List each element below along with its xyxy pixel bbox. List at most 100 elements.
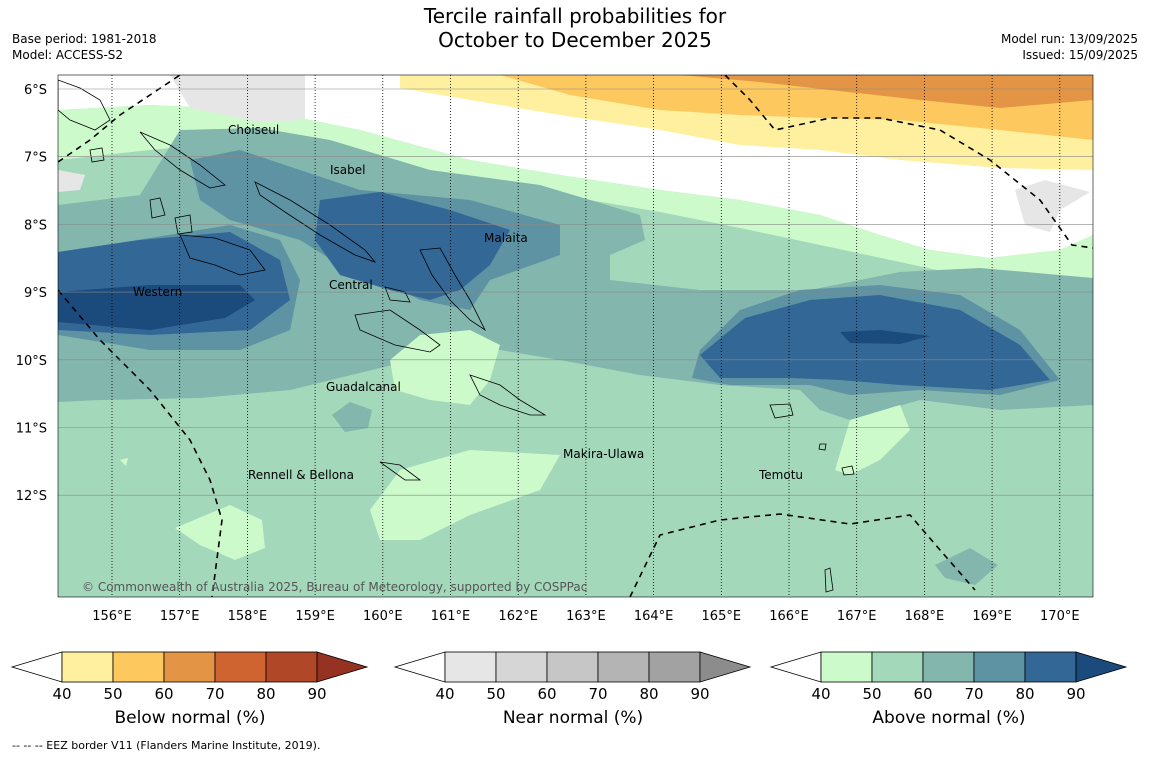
coastlines <box>58 79 855 593</box>
colorbar-segment <box>597 651 650 683</box>
lon-tick-label: 156°E <box>92 609 132 624</box>
lat-tick-label: 6°S <box>24 83 47 98</box>
lon-tick-label: 162°E <box>498 609 538 624</box>
colorbar-tick-label: 50 <box>486 685 505 703</box>
colorbar-tick-label: 50 <box>103 685 122 703</box>
colorbar-extend-high <box>699 651 752 683</box>
field-above-60-se <box>935 548 998 585</box>
lat-tick-label: 12°S <box>16 489 47 504</box>
kolombangara-island <box>174 214 193 235</box>
colorbar-tick-label: 80 <box>256 685 275 703</box>
colorbar-tick-label: 50 <box>862 685 881 703</box>
lon-tick-label: 163°E <box>566 609 606 624</box>
guadalcanal-island <box>354 309 441 353</box>
colorbar-segment <box>61 651 114 683</box>
isabel-island <box>254 181 377 263</box>
field-below-60 <box>680 75 1093 108</box>
vanikoro-island <box>841 465 855 476</box>
colorbar: 40 50 60 70 80 90 <box>393 651 752 703</box>
lat-tick-label: 10°S <box>16 354 47 369</box>
lon-tick-label: 170°E <box>1040 609 1080 624</box>
utupua-island <box>818 443 827 451</box>
eez-border-png <box>58 75 181 163</box>
eez-border-tuvalu <box>724 75 1093 249</box>
colorbar-extend-high <box>316 651 369 683</box>
colorbar-tick-label: 70 <box>588 685 607 703</box>
new-georgia-island <box>179 234 266 276</box>
eez-footnote: -- -- -- EEZ border V11 (Flanders Marine… <box>12 739 321 752</box>
field-above-80-central <box>315 192 510 300</box>
lon-tick-label: 165°E <box>702 609 742 624</box>
lat-tick-label: 7°S <box>24 151 47 166</box>
lon-tick-label: 160°E <box>363 609 403 624</box>
field-above-90-west <box>58 285 255 330</box>
colorbar-tick-label: 70 <box>205 685 224 703</box>
probability-field <box>58 75 1093 597</box>
field-near-40-a <box>170 75 305 122</box>
colorbar-segment <box>112 651 165 683</box>
colorbar: 40 50 60 70 80 90 <box>769 651 1128 703</box>
region-labels: Choiseul Isabel Malaita Western Central Guada… <box>133 123 803 482</box>
lon-tick-label: 157°E <box>160 609 200 624</box>
tikopia-island <box>824 567 834 593</box>
colorbar-extend-high <box>1075 651 1128 683</box>
lon-tick-label: 164°E <box>634 609 674 624</box>
lon-tick-label: 167°E <box>837 609 877 624</box>
makira-island <box>469 374 547 416</box>
field-above-40-temotu <box>835 405 910 475</box>
rennell-island <box>379 461 422 481</box>
choiseul-island <box>139 131 226 189</box>
colorbar-tick-label: 60 <box>537 685 556 703</box>
region-label: Choiseul <box>228 123 279 137</box>
field-near-40-b <box>1015 180 1090 232</box>
colorbar-title-near: Near normal (%) <box>502 708 644 728</box>
meta-right: Model run: 13/09/2025 Issued: 15/09/2025 <box>1001 31 1138 63</box>
colorbar-title-above: Above normal (%) <box>872 708 1026 728</box>
lon-tick-label: 161°E <box>431 609 471 624</box>
colorbar-tick-label: 90 <box>307 685 326 703</box>
base-period: Base period: 1981-2018 <box>12 32 157 46</box>
colorbar-segment <box>163 651 216 683</box>
lat-tick-label: 11°S <box>16 422 47 437</box>
lon-tick-label: 168°E <box>905 609 945 624</box>
meta-left: Base period: 1981-2018 Model: ACCESS-S2 <box>12 31 157 63</box>
colorbar-tick-label: 60 <box>154 685 173 703</box>
region-label: Rennell & Bellona <box>248 468 354 482</box>
colorbar-segment <box>214 651 267 683</box>
colorbar-tick-label: 40 <box>811 685 830 703</box>
lon-tick-label: 169°E <box>972 609 1012 624</box>
santa-cruz-island <box>769 403 794 419</box>
title-line-1: Tercile rainfall probabilities for <box>423 4 727 28</box>
colorbar-segment <box>265 651 318 683</box>
eez-borders <box>58 75 1093 597</box>
title-line-2: October to December 2025 <box>438 28 712 52</box>
colorbar-tick-label: 40 <box>52 685 71 703</box>
field-above-40-dot <box>120 458 128 466</box>
colorbar-segment <box>922 651 975 683</box>
florida-islands <box>384 286 411 303</box>
colorbar: 40 50 60 70 80 90 <box>10 651 369 703</box>
colorbar-segment <box>648 651 701 683</box>
eez-border-west <box>58 289 223 597</box>
map-title: Tercile rainfall probabilities for Octob… <box>0 4 1150 52</box>
field-above-90-east <box>840 330 930 344</box>
lat-tick-label: 9°S <box>24 286 47 301</box>
model-name: Model: ACCESS-S2 <box>12 48 124 62</box>
region-label: Guadalcanal <box>326 380 401 394</box>
colorbar-extend-low <box>393 651 446 683</box>
model-run: Model run: 13/09/2025 <box>1000 32 1138 46</box>
field-near-40-c <box>58 170 85 192</box>
graticule <box>58 75 1093 597</box>
issued-date: Issued: 15/09/2025 <box>1022 48 1138 62</box>
colorbar-tick-label: 80 <box>1015 685 1034 703</box>
colorbar-title-below: Below normal (%) <box>114 708 266 728</box>
region-label: Central <box>329 278 373 292</box>
copyright-text: © Commonwealth of Australia 2025, Bureau… <box>82 580 587 594</box>
field-above-40-guadalcanal <box>390 330 500 405</box>
malaita-island <box>419 247 487 332</box>
axis-labels: 156°E 157°E 158°E 159°E 160°E 161°E 162°E 163°E… <box>16 83 1080 624</box>
eez-border-vanuatu <box>629 513 976 597</box>
map-frame <box>57 74 1094 598</box>
colorbar-tick-label: 60 <box>913 685 932 703</box>
